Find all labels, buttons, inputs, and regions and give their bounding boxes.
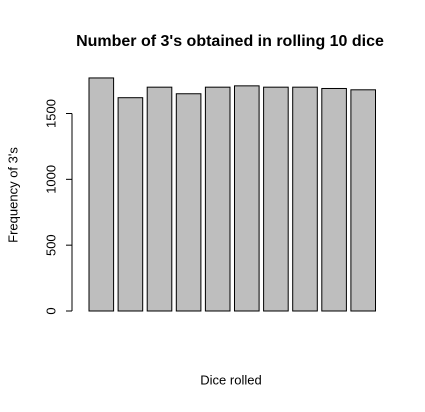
y-tick-label: 1500	[43, 99, 58, 128]
bar	[175, 93, 202, 312]
x-axis-label: Dice rolled	[200, 372, 261, 387]
bar	[88, 77, 115, 312]
chart-title: Number of 3's obtained in rolling 10 dic…	[76, 33, 384, 50]
bar	[263, 86, 289, 312]
bar	[321, 87, 347, 312]
bar	[117, 97, 144, 312]
bar	[146, 86, 173, 312]
y-axis-label: Frequency of 3's	[5, 147, 20, 243]
bar	[234, 85, 260, 312]
y-tick-label: 1000	[43, 165, 58, 194]
y-tick-label: 0	[43, 307, 58, 314]
y-tick-label: 500	[43, 234, 58, 256]
bar	[350, 89, 376, 312]
bar	[204, 86, 231, 312]
bar	[292, 86, 318, 312]
